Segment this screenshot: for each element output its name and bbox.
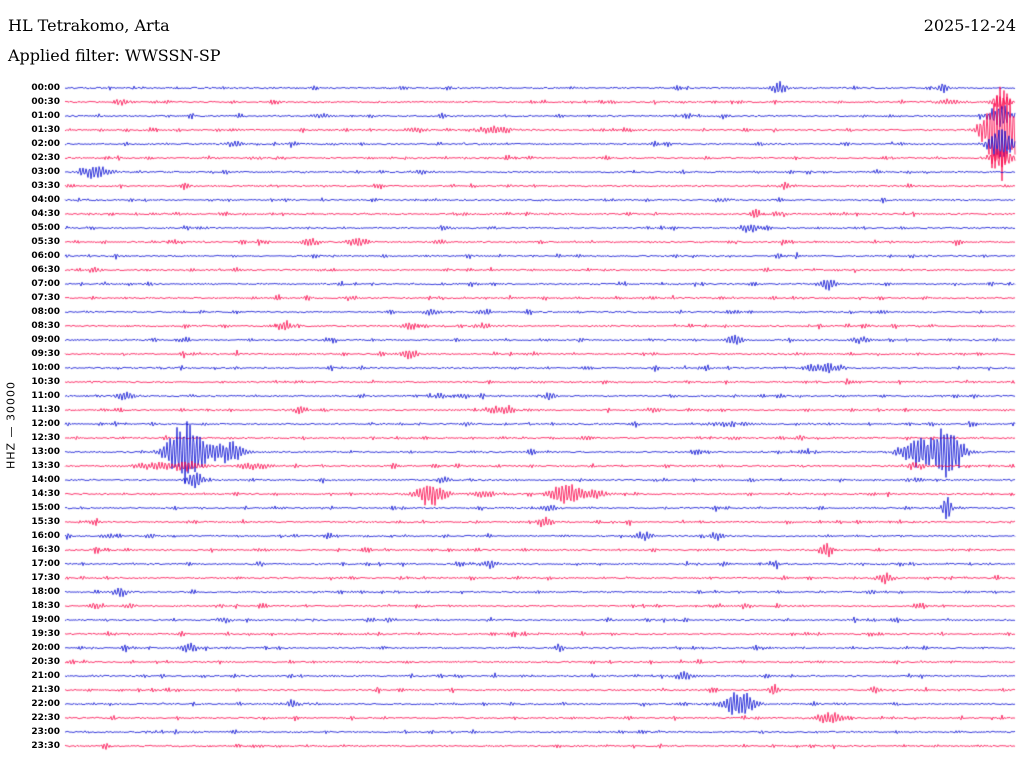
- seismogram-traces: [0, 0, 1024, 780]
- helicorder-page: HL Tetrakomo, Arta 2025-12-24 Applied fi…: [0, 0, 1024, 780]
